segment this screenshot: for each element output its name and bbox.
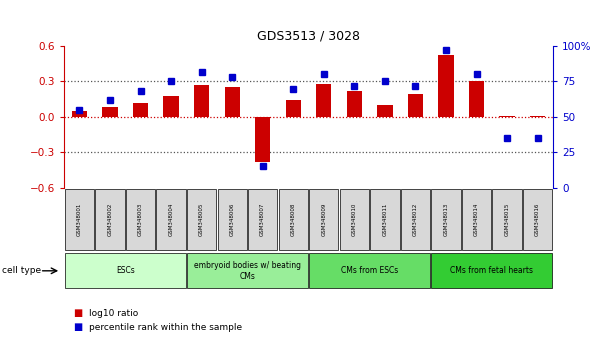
Bar bbox=[95, 189, 125, 250]
Text: GSM348005: GSM348005 bbox=[199, 203, 204, 236]
Bar bbox=[530, 116, 546, 117]
Text: GSM348016: GSM348016 bbox=[535, 203, 540, 236]
Text: GSM348002: GSM348002 bbox=[108, 203, 112, 236]
Bar bbox=[500, 116, 515, 117]
Bar bbox=[194, 85, 209, 117]
Bar bbox=[408, 95, 423, 117]
Bar bbox=[248, 189, 277, 250]
Bar bbox=[133, 103, 148, 117]
Text: GDS3513 / 3028: GDS3513 / 3028 bbox=[257, 29, 360, 42]
Bar bbox=[378, 105, 393, 117]
Bar bbox=[187, 189, 216, 250]
Text: GSM348008: GSM348008 bbox=[291, 203, 296, 236]
Bar bbox=[309, 189, 338, 250]
Text: GSM348010: GSM348010 bbox=[352, 203, 357, 236]
Text: GSM348006: GSM348006 bbox=[230, 203, 235, 236]
Bar bbox=[286, 100, 301, 117]
Bar bbox=[65, 189, 94, 250]
Bar bbox=[347, 91, 362, 117]
Text: ■: ■ bbox=[73, 308, 82, 318]
Text: GSM348012: GSM348012 bbox=[413, 203, 418, 236]
Bar bbox=[439, 56, 453, 117]
Bar bbox=[523, 189, 552, 250]
Bar bbox=[164, 96, 179, 117]
Text: GSM348004: GSM348004 bbox=[169, 203, 174, 236]
Bar bbox=[370, 189, 400, 250]
Bar bbox=[462, 189, 491, 250]
Bar bbox=[309, 253, 430, 288]
Bar bbox=[65, 253, 186, 288]
Bar bbox=[401, 189, 430, 250]
Text: GSM348011: GSM348011 bbox=[382, 203, 387, 236]
Text: CMs from ESCs: CMs from ESCs bbox=[341, 266, 398, 275]
Bar bbox=[469, 81, 485, 117]
Bar bbox=[340, 189, 369, 250]
Bar bbox=[187, 253, 308, 288]
Text: log10 ratio: log10 ratio bbox=[89, 309, 138, 318]
Bar bbox=[156, 189, 186, 250]
Text: GSM348007: GSM348007 bbox=[260, 203, 265, 236]
Bar bbox=[255, 117, 270, 162]
Bar bbox=[279, 189, 308, 250]
Text: GSM348013: GSM348013 bbox=[444, 203, 448, 236]
Bar bbox=[103, 107, 118, 117]
Text: ■: ■ bbox=[73, 322, 82, 332]
Bar bbox=[431, 253, 552, 288]
Text: GSM348003: GSM348003 bbox=[138, 203, 143, 236]
Bar bbox=[431, 189, 461, 250]
Text: CMs from fetal hearts: CMs from fetal hearts bbox=[450, 266, 533, 275]
Bar bbox=[126, 189, 155, 250]
Bar bbox=[218, 189, 247, 250]
Text: percentile rank within the sample: percentile rank within the sample bbox=[89, 323, 242, 332]
Bar bbox=[225, 87, 240, 117]
Bar bbox=[316, 84, 332, 117]
Text: ESCs: ESCs bbox=[116, 266, 134, 275]
Text: cell type: cell type bbox=[2, 266, 41, 275]
Text: GSM348001: GSM348001 bbox=[77, 203, 82, 236]
Text: GSM348009: GSM348009 bbox=[321, 203, 326, 236]
Text: embryoid bodies w/ beating
CMs: embryoid bodies w/ beating CMs bbox=[194, 261, 301, 280]
Text: GSM348014: GSM348014 bbox=[474, 203, 479, 236]
Text: GSM348015: GSM348015 bbox=[505, 203, 510, 236]
Bar bbox=[492, 189, 522, 250]
Bar bbox=[72, 111, 87, 117]
